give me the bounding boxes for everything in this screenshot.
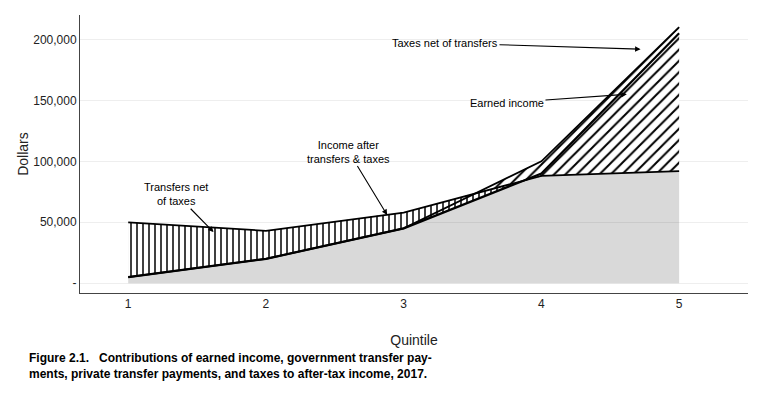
svg-text:Dollars: Dollars: [15, 132, 31, 176]
svg-text:-: -: [73, 276, 77, 290]
svg-text:100,000: 100,000: [33, 155, 77, 169]
svg-text:150,000: 150,000: [33, 94, 77, 108]
svg-text:Income aftertransfers & taxes: Income aftertransfers & taxes: [307, 139, 390, 165]
svg-text:4: 4: [538, 297, 545, 311]
svg-text:5: 5: [676, 297, 683, 311]
svg-text:200,000: 200,000: [33, 33, 77, 47]
svg-text:2: 2: [263, 297, 270, 311]
svg-text:50,000: 50,000: [40, 215, 77, 229]
svg-text:Earned income: Earned income: [470, 97, 544, 109]
svg-text:1: 1: [125, 297, 132, 311]
svg-text:Figure 2.1. Contributions of: Figure 2.1. Contributions of earned inco…: [29, 351, 432, 381]
svg-text:Transfers netof taxes: Transfers netof taxes: [144, 181, 208, 207]
svg-text:3: 3: [400, 297, 407, 311]
svg-text:Taxes net of transfers: Taxes net of transfers: [392, 37, 498, 49]
svg-text:Quintile: Quintile: [390, 332, 438, 348]
